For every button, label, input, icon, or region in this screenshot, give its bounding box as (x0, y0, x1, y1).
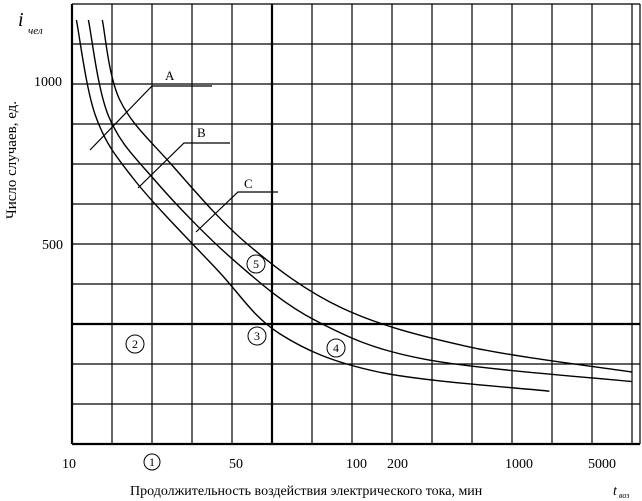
svg-text:5: 5 (253, 257, 259, 271)
series-label-b: В (197, 125, 206, 140)
leader-line-a (89, 85, 212, 151)
y-tick-label: 1000 (34, 75, 62, 90)
y-axis-symbol: i (18, 9, 24, 31)
svg-text:3: 3 (254, 329, 260, 343)
zone-marker: 2 (125, 334, 145, 354)
series-label-c: С (244, 176, 253, 191)
x-tick-label: 50 (229, 457, 243, 472)
zone-marker: 1 (143, 453, 161, 471)
chart-curves (75, 19, 633, 392)
y-axis-symbol-subscript: чел (28, 25, 43, 37)
svg-text:4: 4 (333, 341, 339, 355)
leader-line-c (195, 191, 278, 233)
zone-marker: 5 (246, 254, 266, 274)
series-line-a (75, 19, 550, 392)
x-axis-symbol-subscript: воз (619, 491, 629, 500)
x-tick-label: 1000 (505, 457, 533, 472)
x-axis-label: Продолжительность воздействия электричес… (130, 484, 483, 499)
svg-text:1: 1 (149, 455, 155, 469)
x-tick-label: 10 (62, 457, 76, 472)
leader-line-b (137, 142, 230, 189)
x-tick-label: 5000 (588, 457, 616, 472)
x-tick-label: 100 (346, 457, 367, 472)
x-tick-label: 200 (387, 457, 408, 472)
x-axis-symbol: t (613, 484, 618, 499)
y-axis-label: Число случаев, ед. (4, 101, 20, 219)
series-line-c (101, 19, 633, 373)
series-line-b (87, 19, 633, 383)
curve-leader-lines (89, 85, 278, 233)
chart-grid (70, 3, 641, 446)
zone-marker: 4 (326, 338, 346, 358)
y-tick-label: 500 (42, 238, 63, 253)
svg-text:2: 2 (132, 337, 138, 351)
zone-marker: 3 (247, 326, 267, 346)
series-label-a: А (165, 68, 175, 83)
